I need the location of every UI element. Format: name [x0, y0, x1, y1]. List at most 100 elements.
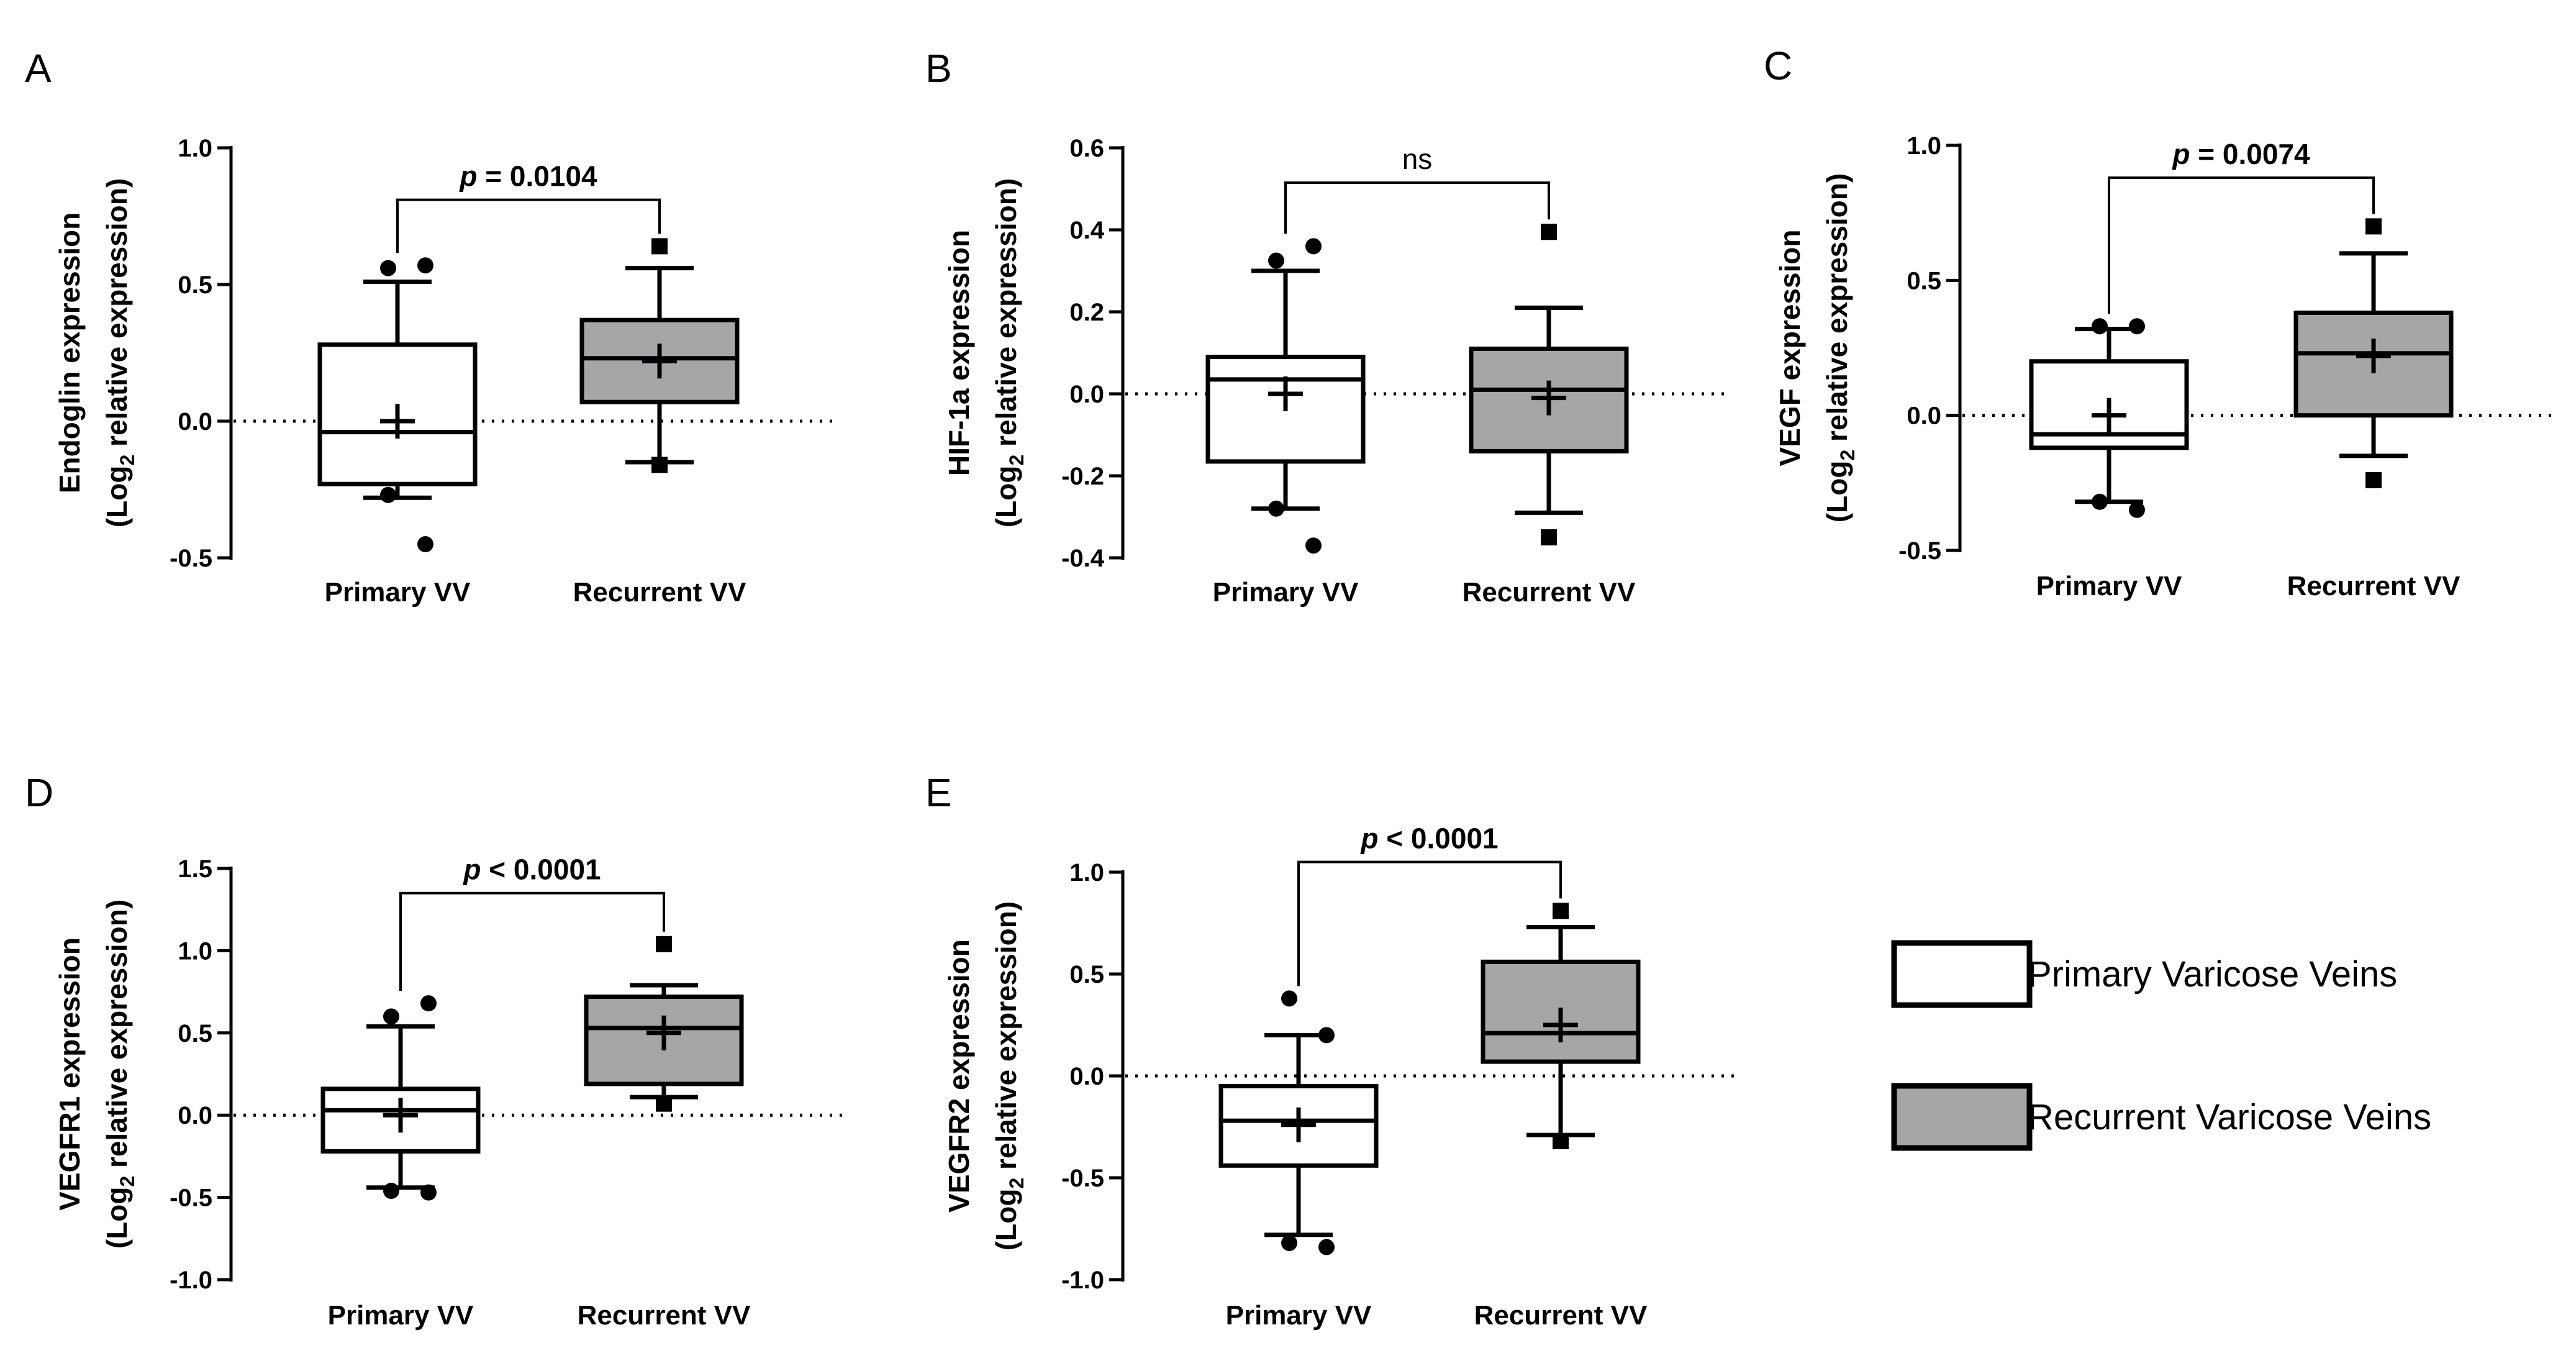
box-primary [1205, 238, 1366, 554]
outlier-point [2365, 471, 2382, 488]
panel-letter: A [25, 46, 52, 91]
y-tick-label: -0.4 [1061, 545, 1105, 572]
box-recurrent [584, 936, 744, 1112]
outlier-point [656, 1095, 672, 1112]
outlier-point [417, 536, 433, 552]
panel-a: A -0.5 0.0 0.5 1.0 Endoglin expression (Log2 r… [25, 46, 840, 608]
significance-bracket [1284, 181, 1550, 234]
legend-swatch-recurrent [1891, 1083, 2033, 1151]
y-axis-label-line2: (Log2 relative expression) [990, 178, 1028, 527]
outlier-point [420, 995, 437, 1012]
outlier-point [1553, 903, 1569, 919]
outlier-point [2092, 493, 2108, 510]
x-category-label: Recurrent VV [2287, 571, 2460, 601]
outlier-point [1553, 1132, 1569, 1149]
chart-panels: A -0.5 0.0 0.5 1.0 Endoglin expression (Log2 r… [25, 43, 2554, 1331]
significance-label: p < 0.0001 [462, 854, 601, 886]
outlier-point [2129, 318, 2145, 335]
y-tick-label: 1.0 [178, 937, 212, 965]
y-tick-label: 1.5 [178, 855, 212, 883]
y-tick-label: -1.0 [1061, 1267, 1104, 1294]
significance-bracket [399, 891, 665, 991]
outlier-point [420, 1184, 437, 1201]
box-recurrent [1469, 224, 1629, 545]
y-axis-label: Endoglin expression [53, 212, 86, 493]
box-primary [317, 257, 478, 552]
significance-label: p < 0.0001 [1359, 822, 1498, 855]
outlier-point [2365, 218, 2382, 235]
outlier-point [1318, 1027, 1335, 1044]
x-category-label: Primary VV [1213, 577, 1359, 608]
y-axis-label-line2: (Log2 relative expression) [1821, 173, 1859, 522]
outlier-point [651, 457, 668, 473]
outlier-point [656, 936, 672, 952]
y-axis-label-line2: (Log2 relative expression) [990, 901, 1028, 1250]
box-iqr [1481, 959, 1641, 1064]
y-axis-label-line2: (Log2 relative expression) [101, 178, 138, 527]
y-tick-label: 0.6 [1069, 135, 1104, 162]
box-primary [1218, 990, 1379, 1255]
box-iqr [317, 342, 478, 486]
outlier-point [1541, 224, 1557, 240]
y-axis-label: VEGFR2 expression [943, 939, 975, 1213]
y-tick-label: 0.0 [1907, 403, 1941, 430]
outlier-point [383, 1183, 399, 1200]
outlier-point [2129, 501, 2145, 518]
y-tick-label: -0.5 [170, 545, 212, 572]
y-tick-label: 0.4 [1069, 217, 1104, 244]
outlier-point [1281, 990, 1297, 1007]
x-category-label: Primary VV [2036, 571, 2182, 601]
outlier-point [2092, 318, 2108, 335]
box-recurrent [1481, 903, 1641, 1149]
legend-label-recurrent: Recurrent Varicose Veins [2028, 1097, 2431, 1137]
panel-letter: E [925, 770, 952, 815]
panel-c: C -0.5 0.0 0.5 1.0 VEGF expression (Log2 relat… [1764, 43, 2554, 601]
x-category-label: Recurrent VV [1474, 1300, 1648, 1331]
significance-label: p = 0.0074 [2171, 138, 2310, 170]
outlier-point [1268, 252, 1284, 269]
y-tick-label: -0.5 [1898, 537, 1941, 565]
y-tick-label: 1.0 [1907, 132, 1941, 160]
y-tick-label: 0.2 [1069, 299, 1104, 326]
panel-letter: D [25, 770, 53, 815]
box-recurrent [579, 238, 740, 473]
outlier-point [1305, 537, 1322, 554]
x-category-label: Primary VV [328, 1300, 474, 1331]
outlier-point [380, 260, 396, 276]
x-category-label: Primary VV [325, 577, 471, 608]
outlier-point [1305, 238, 1322, 255]
significance-bracket [2108, 176, 2375, 314]
significance-label: ns [1402, 143, 1433, 175]
y-tick-label: 0.0 [1069, 381, 1104, 408]
x-category-label: Primary VV [1226, 1300, 1372, 1331]
y-tick-label: -0.5 [170, 1185, 212, 1212]
y-tick-label: 0.0 [178, 408, 212, 435]
y-axis-label: VEGFR1 expression [53, 937, 86, 1211]
y-tick-label: -0.2 [1061, 463, 1104, 490]
x-category-label: Recurrent VV [578, 1300, 751, 1331]
legend-swatch-primary [1891, 940, 2033, 1008]
y-tick-label: 1.0 [1069, 859, 1104, 886]
y-tick-label: 0.5 [178, 271, 212, 299]
box-iqr [579, 317, 740, 404]
y-axis-label: HIF-1a expression [943, 230, 975, 476]
outlier-point [651, 238, 668, 255]
panel-b: B -0.4 -0.2 0.0 0.2 0.4 0.6 HIF-1a expression (L… [925, 46, 1729, 608]
outlier-point [1281, 1234, 1297, 1251]
significance-label: p = 0.0104 [458, 160, 597, 193]
x-category-label: Recurrent VV [573, 577, 746, 608]
y-tick-label: 1.0 [178, 135, 212, 162]
panel-d: D -1.0 -0.5 0.0 0.5 1.0 1.5 VEGFR1 expression (L… [25, 770, 844, 1331]
outlier-point [380, 486, 396, 503]
y-tick-label: 0.5 [1069, 961, 1104, 988]
y-tick-label: 0.0 [178, 1102, 212, 1129]
y-axis-label-line2: (Log2 relative expression) [101, 899, 138, 1249]
y-tick-label: 0.0 [1069, 1063, 1104, 1090]
y-tick-label: 0.5 [178, 1020, 212, 1047]
box-recurrent [2293, 218, 2454, 488]
significance-bracket [396, 198, 661, 253]
outlier-point [383, 1008, 399, 1025]
panel-e: E -1.0 -0.5 0.0 0.5 1.0 VEGFR2 expression (Log2… [925, 770, 1741, 1331]
y-tick-label: 0.5 [1907, 267, 1941, 294]
legend-label-primary: Primary Varicose Veins [2028, 954, 2397, 995]
